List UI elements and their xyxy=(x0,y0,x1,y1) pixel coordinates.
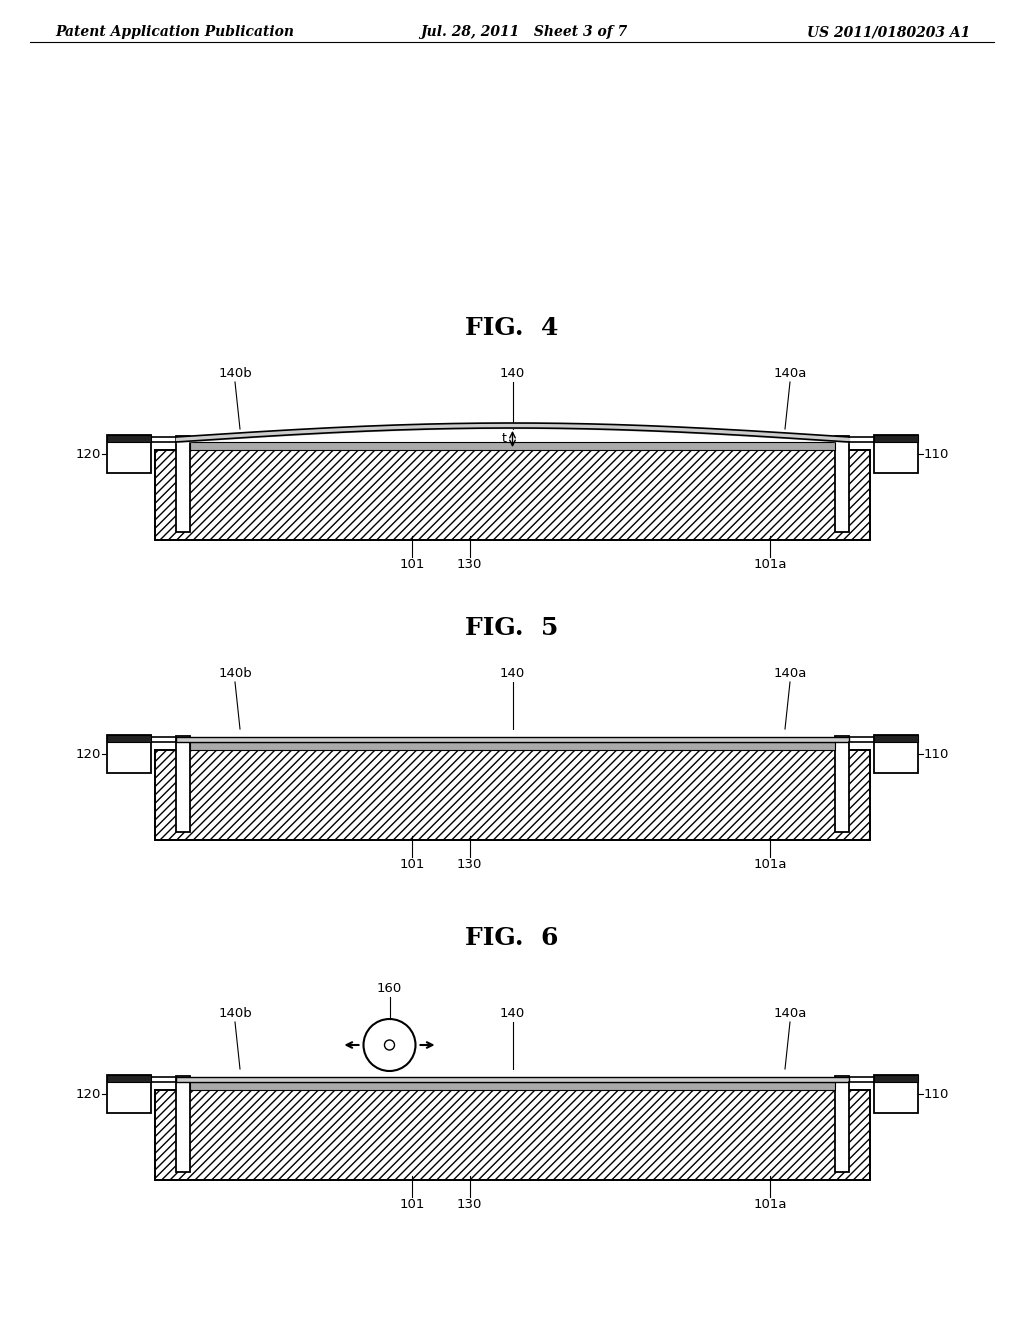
Text: 140: 140 xyxy=(500,367,525,380)
Bar xyxy=(106,436,151,473)
Bar xyxy=(874,735,918,774)
Bar xyxy=(190,1082,835,1090)
Bar xyxy=(176,1076,190,1172)
Text: 101: 101 xyxy=(399,1199,425,1210)
Bar xyxy=(155,750,870,840)
Text: 140b: 140b xyxy=(218,1007,252,1020)
Text: Patent Application Publication: Patent Application Publication xyxy=(55,25,294,40)
Text: 140a: 140a xyxy=(773,367,807,380)
Bar xyxy=(874,1074,918,1082)
Text: 101: 101 xyxy=(399,558,425,572)
Text: 140: 140 xyxy=(500,667,525,680)
Text: 160: 160 xyxy=(377,982,402,995)
Bar xyxy=(155,450,870,540)
Text: 140: 140 xyxy=(500,1007,525,1020)
Text: 101: 101 xyxy=(399,858,425,871)
Bar xyxy=(106,1074,151,1113)
Text: 140a: 140a xyxy=(773,1007,807,1020)
Text: 140a: 140a xyxy=(773,667,807,680)
Text: Jul. 28, 2011   Sheet 3 of 7: Jul. 28, 2011 Sheet 3 of 7 xyxy=(420,25,628,40)
Bar xyxy=(155,1090,870,1180)
Text: 101a: 101a xyxy=(754,1199,786,1210)
Bar xyxy=(874,735,918,742)
Bar xyxy=(874,436,918,442)
Bar xyxy=(874,436,918,473)
Text: 130: 130 xyxy=(457,558,482,572)
Text: 120: 120 xyxy=(76,447,101,461)
Bar xyxy=(874,1074,918,1113)
Bar xyxy=(190,742,835,750)
Text: 130: 130 xyxy=(457,858,482,871)
Bar xyxy=(176,1077,849,1082)
Circle shape xyxy=(364,1019,416,1071)
Text: t: t xyxy=(502,433,507,446)
Bar xyxy=(835,737,849,832)
Bar xyxy=(106,735,151,774)
Bar xyxy=(176,436,190,532)
Text: FIG.  5: FIG. 5 xyxy=(465,616,559,640)
Text: 110: 110 xyxy=(924,447,949,461)
Bar xyxy=(835,1076,849,1172)
Bar xyxy=(155,450,870,540)
Bar xyxy=(176,737,190,832)
Text: 140b: 140b xyxy=(218,667,252,680)
Bar xyxy=(106,436,151,442)
Text: 110: 110 xyxy=(924,747,949,760)
Text: 101a: 101a xyxy=(754,558,786,572)
Text: 130: 130 xyxy=(457,1199,482,1210)
Bar xyxy=(106,735,151,742)
Text: 110: 110 xyxy=(924,1088,949,1101)
Bar xyxy=(835,436,849,532)
Circle shape xyxy=(384,1040,394,1049)
Text: 120: 120 xyxy=(76,747,101,760)
Bar xyxy=(176,737,849,742)
Text: 101a: 101a xyxy=(754,858,786,871)
Text: FIG.  6: FIG. 6 xyxy=(465,927,559,950)
Bar xyxy=(155,1090,870,1180)
Bar xyxy=(155,750,870,840)
Bar xyxy=(106,1074,151,1082)
Text: 140b: 140b xyxy=(218,367,252,380)
Bar xyxy=(190,442,835,450)
Text: US 2011/0180203 A1: US 2011/0180203 A1 xyxy=(807,25,970,40)
Text: FIG.  4: FIG. 4 xyxy=(465,315,559,341)
Text: 120: 120 xyxy=(76,1088,101,1101)
